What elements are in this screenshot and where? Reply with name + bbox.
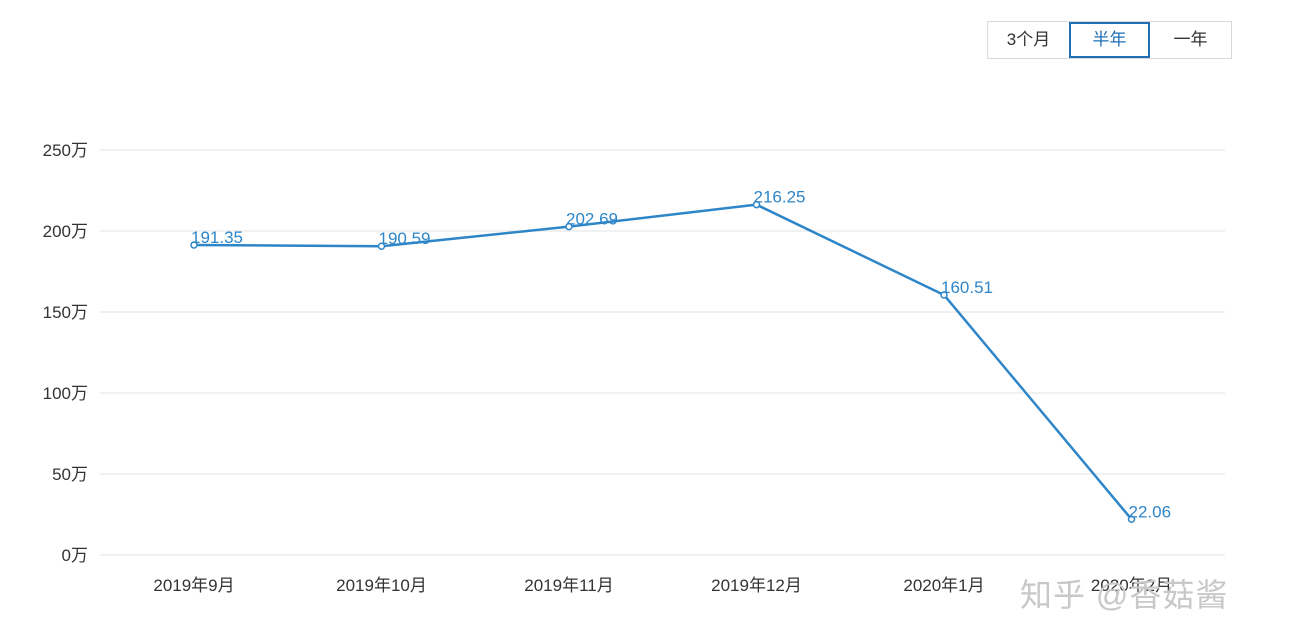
x-tick-label: 2019年9月 — [153, 576, 234, 595]
data-point — [1127, 515, 1136, 524]
data-label: 216.25 — [754, 188, 806, 207]
y-tick-label: 250万 — [43, 141, 88, 160]
series-line — [193, 203, 1133, 521]
data-point — [565, 222, 573, 231]
x-tick-label: 2019年12月 — [711, 576, 802, 595]
x-tick-label: 2019年10月 — [336, 576, 427, 595]
grid-lines — [100, 149, 1225, 556]
y-tick-label: 200万 — [43, 222, 88, 241]
data-label: 160.51 — [941, 278, 993, 297]
data-label: 202.69 — [566, 210, 618, 229]
y-tick-label: 150万 — [43, 303, 88, 322]
x-tick-label: 2019年11月 — [524, 576, 613, 595]
data-point — [190, 241, 198, 249]
data-point — [752, 200, 761, 209]
x-axis-ticks: 2019年9月 2019年10月 2019年11月 2019年12月 2020年1月 20… — [153, 576, 1172, 595]
data-labels: 191.35 190.59 202.69 216.25 160.51 22.06 — [191, 188, 1171, 522]
x-tick-label: 2020年1月 — [903, 576, 984, 595]
series-layer — [190, 200, 1136, 524]
data-point — [940, 291, 948, 299]
y-tick-label: 50万 — [52, 465, 88, 484]
x-tick-label: 2020年2月 — [1091, 576, 1172, 595]
watermark-text: 知乎 @香菇酱 — [1020, 577, 1229, 613]
data-label: 190.59 — [379, 229, 431, 248]
range-3-months-button[interactable]: 3个月 — [988, 22, 1069, 58]
data-point — [377, 242, 386, 250]
y-axis-ticks: 0万 50万 100万 150万 200万 250万 — [43, 141, 88, 565]
data-label: 22.06 — [1129, 502, 1172, 521]
y-tick-label: 0万 — [62, 546, 88, 565]
range-one-year-button[interactable]: 一年 — [1150, 22, 1231, 58]
data-label: 191.35 — [191, 228, 243, 247]
range-half-year-button[interactable]: 半年 — [1069, 22, 1150, 58]
y-tick-label: 100万 — [43, 384, 88, 403]
time-range-toggle: 3个月 半年 一年 — [987, 21, 1232, 59]
